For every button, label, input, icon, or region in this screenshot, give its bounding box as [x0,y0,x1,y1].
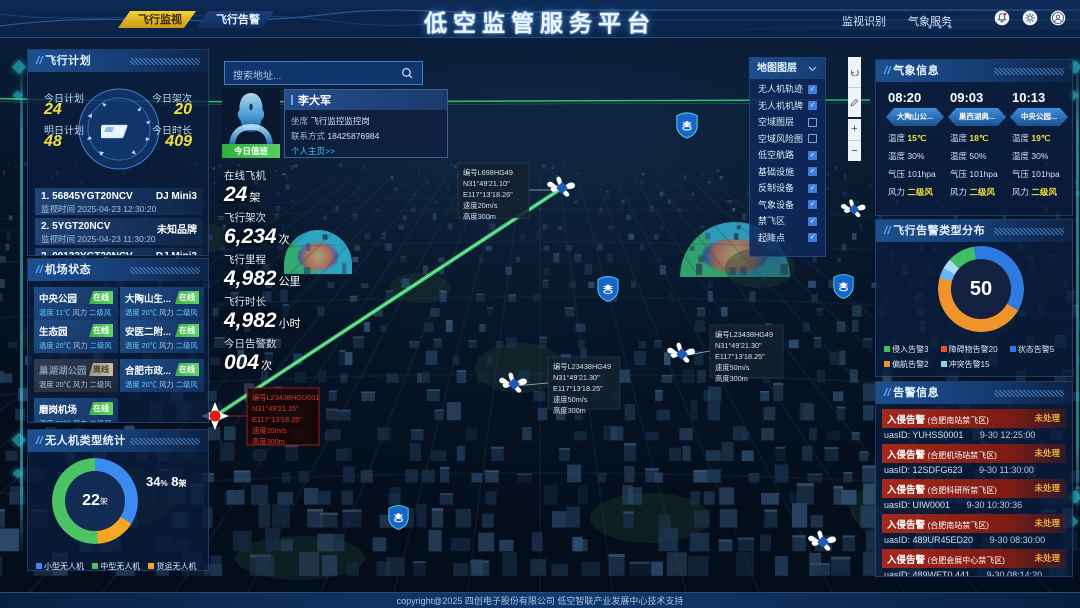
svg-text:速度20m/s: 速度20m/s [252,426,287,435]
svg-text:高度300m: 高度300m [252,437,285,446]
svg-text:编号L23438HG49: 编号L23438HG49 [553,362,611,371]
svg-text:速度50m/s: 速度50m/s [553,395,588,404]
svg-text:编号L698HG49: 编号L698HG49 [463,168,513,177]
svg-text:E117°13'18.25": E117°13'18.25" [715,352,765,361]
svg-text:速度20m/s: 速度20m/s [463,201,498,210]
svg-text:速度50m/s: 速度50m/s [715,363,750,372]
svg-text:E117°13'18.26": E117°13'18.26" [463,190,513,199]
svg-text:N31°49'21.10": N31°49'21.10" [463,179,510,188]
svg-text:E117°13'18.25": E117°13'18.25" [553,384,603,393]
svg-text:N31°49'21.30": N31°49'21.30" [715,341,762,350]
svg-text:N31°49'21.15": N31°49'21.15" [252,404,299,413]
svg-text:高度300m: 高度300m [553,406,586,415]
svg-text:高度300m: 高度300m [463,212,496,221]
svg-text:高度300m: 高度300m [715,374,748,383]
svg-text:编号L23438HG49: 编号L23438HG49 [715,330,773,339]
svg-text:E117°13'18.25": E117°13'18.25" [252,415,302,424]
svg-text:编号L23438HGU001: 编号L23438HGU001 [252,393,319,402]
svg-text:N31°49'21.30": N31°49'21.30" [553,373,600,382]
